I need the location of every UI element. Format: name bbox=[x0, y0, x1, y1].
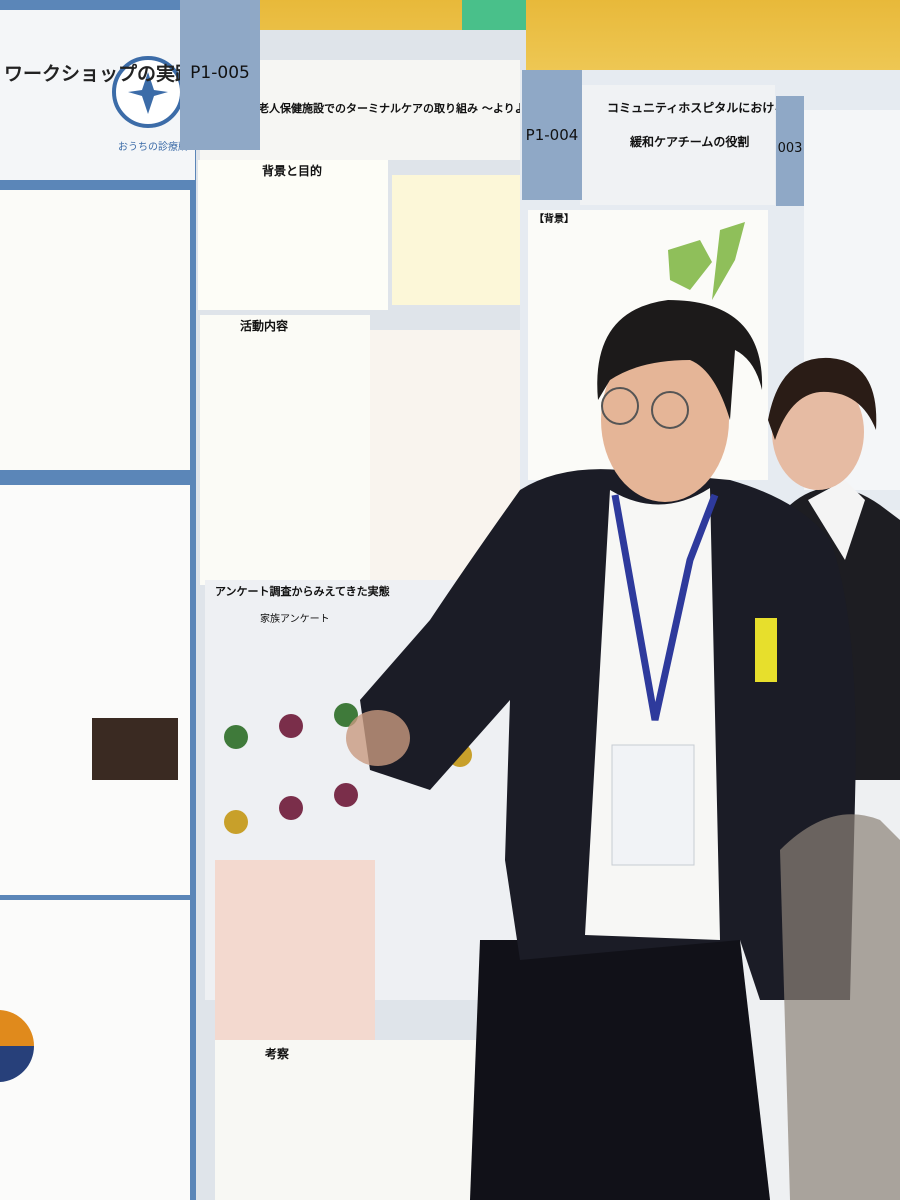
face bbox=[601, 338, 729, 502]
pie bbox=[334, 783, 358, 807]
pie bbox=[0, 1046, 35, 1082]
left-table bbox=[0, 190, 190, 470]
glasses bbox=[651, 391, 689, 429]
trousers bbox=[470, 940, 770, 1200]
number-tag bbox=[180, 0, 260, 150]
hair bbox=[768, 357, 877, 440]
highlight-box bbox=[215, 860, 375, 1040]
section-heading: アンケート調査からみえてきた実態 bbox=[215, 584, 390, 598]
foreground-blur bbox=[780, 814, 900, 1200]
map bbox=[668, 222, 745, 300]
photo-inset bbox=[92, 718, 178, 780]
number-tag bbox=[776, 96, 804, 206]
glasses bbox=[601, 387, 639, 425]
shirt bbox=[808, 480, 865, 560]
section-box bbox=[215, 1040, 515, 1200]
table-box bbox=[200, 315, 370, 585]
section-box bbox=[392, 175, 522, 305]
pie bbox=[0, 1010, 35, 1046]
right-title-area bbox=[580, 85, 775, 205]
section-heading: 活動内容 bbox=[240, 318, 288, 333]
left-panel bbox=[0, 485, 190, 895]
poster-number: 003 bbox=[778, 141, 803, 156]
section-box bbox=[198, 160, 388, 310]
poster-number: P1-005 bbox=[190, 63, 250, 83]
hand bbox=[346, 710, 410, 766]
poster-org: おうちの診療所 bbox=[118, 140, 188, 153]
poster-title: ワークショップの実践 bbox=[4, 62, 194, 85]
poster-number: P1-004 bbox=[526, 126, 579, 144]
section-heading: 【背景】 bbox=[534, 212, 574, 225]
section-heading: 家族アンケート bbox=[260, 612, 330, 625]
hair bbox=[597, 300, 763, 420]
section-heading: 考察 bbox=[264, 1046, 289, 1061]
poster-title: 緩和ケアチームの役割 bbox=[629, 134, 749, 149]
lanyard bbox=[611, 493, 719, 721]
poster-title: コミュニティホスピタルにおける bbox=[607, 101, 786, 115]
pie bbox=[334, 703, 358, 727]
pen bbox=[755, 618, 777, 682]
section-heading: 背景と目的 bbox=[262, 163, 322, 178]
pie bbox=[279, 796, 303, 820]
pie bbox=[224, 810, 248, 834]
name-badge bbox=[611, 744, 695, 866]
number-tag bbox=[522, 70, 582, 200]
pie bbox=[279, 714, 303, 738]
logo-star bbox=[128, 72, 168, 114]
pie bbox=[224, 725, 248, 749]
